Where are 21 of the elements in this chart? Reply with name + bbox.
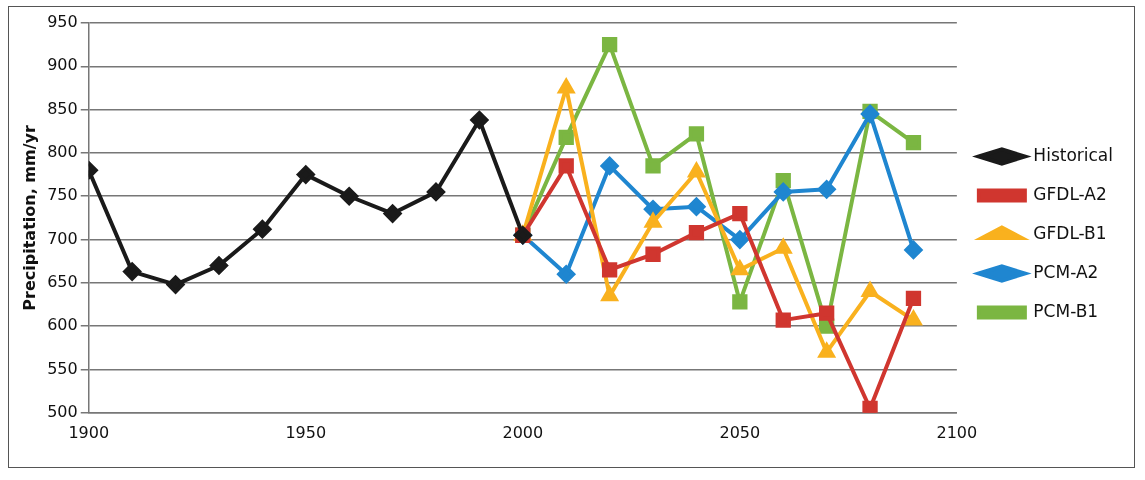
legend-label: Historical [1033, 144, 1114, 165]
y-tick-label: 550 [47, 358, 78, 378]
legend-label: GFDL-A2 [1033, 183, 1107, 204]
legend-label: PCM-A2 [1033, 261, 1099, 282]
x-tick-label: 1900 [68, 422, 110, 442]
y-tick-label: 750 [47, 185, 78, 205]
y-tick-label: 800 [47, 142, 78, 162]
y-tick-label: 600 [47, 315, 78, 335]
y-tick-label: 850 [47, 98, 78, 118]
x-tick-label: 1950 [285, 422, 327, 442]
legend-label: GFDL-B1 [1033, 222, 1107, 243]
legend-label: PCM-B1 [1033, 300, 1099, 321]
y-tick-label: 900 [47, 55, 78, 75]
y-axis-title: Precipitation, mm/yr [19, 125, 39, 311]
y-tick-label: 500 [47, 401, 78, 421]
x-tick-label: 2000 [502, 422, 544, 442]
x-tick-label: 2100 [936, 422, 978, 442]
y-tick-label: 950 [47, 12, 78, 32]
y-tick-label: 650 [47, 272, 78, 292]
x-tick-label: 2050 [719, 422, 761, 442]
y-tick-label: 700 [47, 228, 78, 248]
